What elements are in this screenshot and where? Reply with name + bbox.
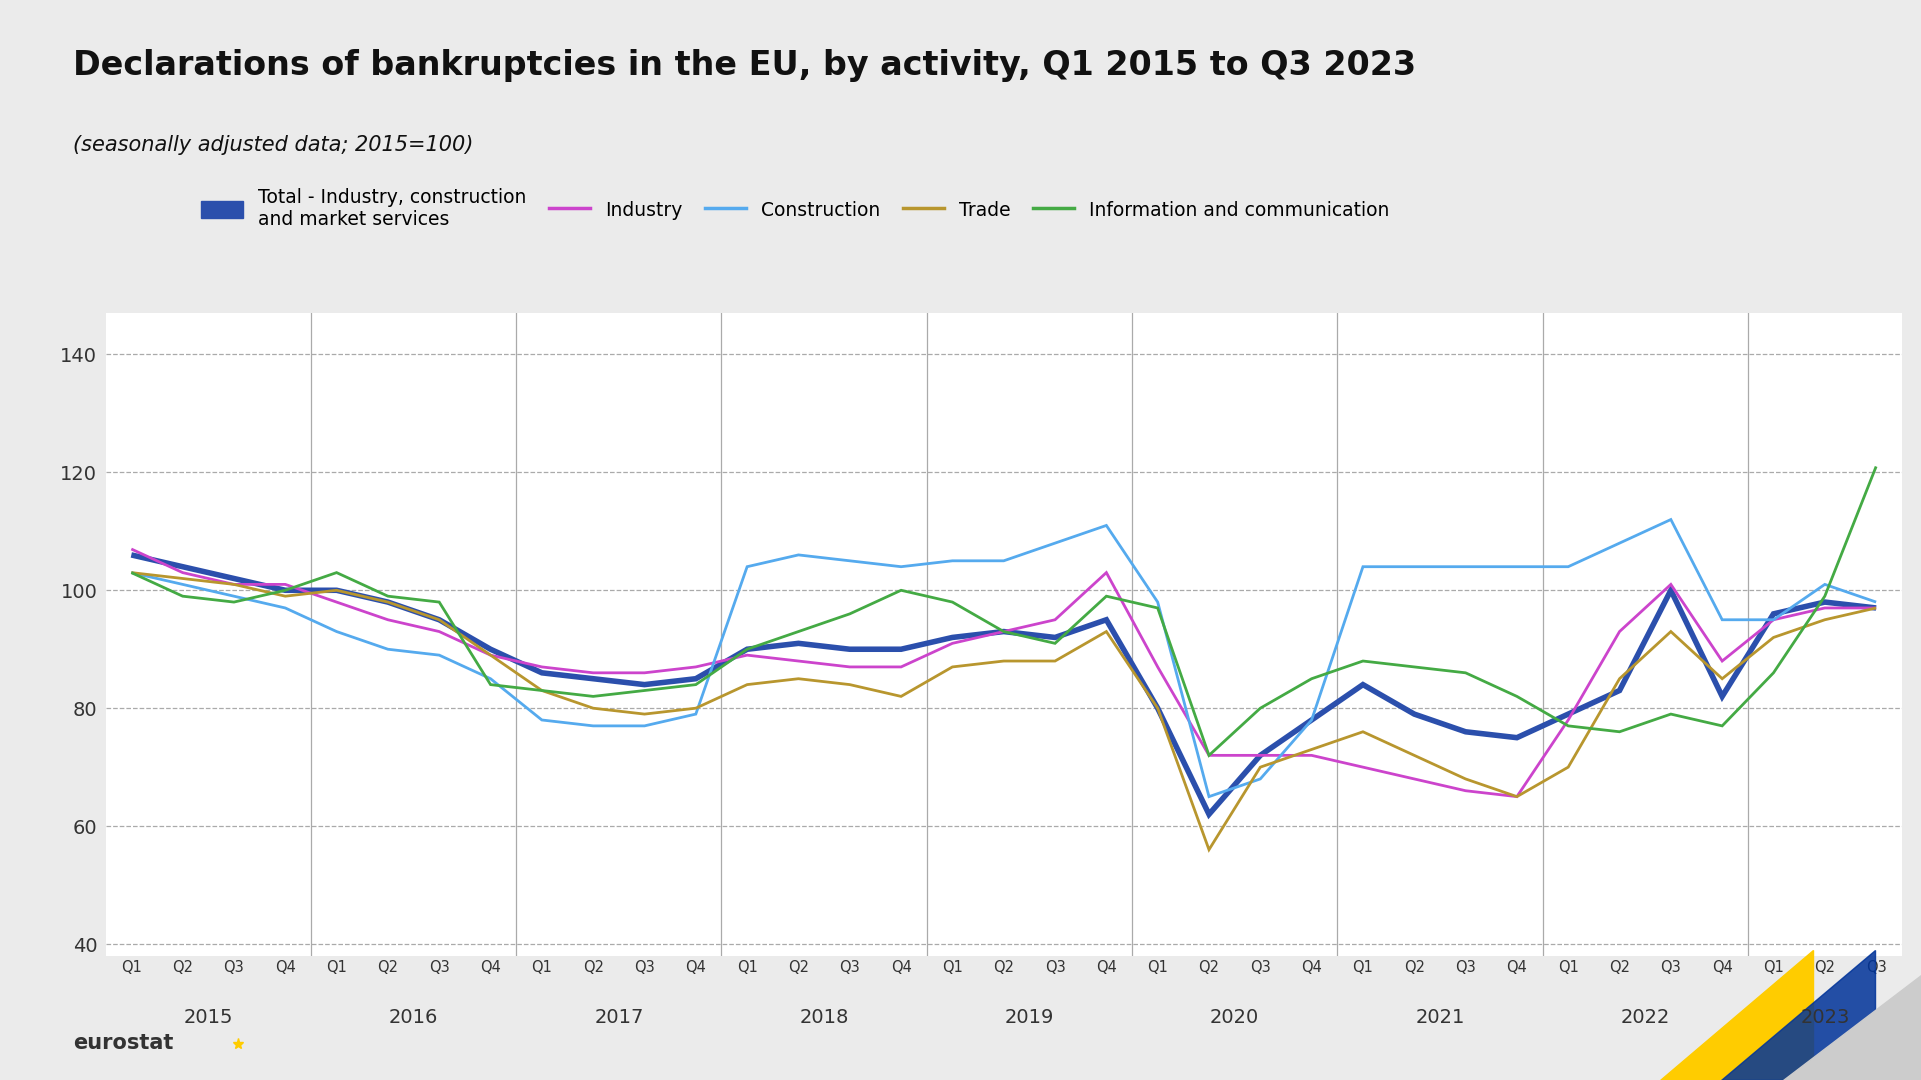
Legend: Total - Industry, construction
and market services, Industry, Construction, Trad: Total - Industry, construction and marke… (202, 188, 1389, 229)
Text: 2023: 2023 (1800, 1008, 1850, 1027)
Polygon shape (1783, 974, 1921, 1080)
Text: (seasonally adjusted data; 2015=100): (seasonally adjusted data; 2015=100) (73, 135, 473, 156)
Text: 2020: 2020 (1210, 1008, 1260, 1027)
Text: 2019: 2019 (1005, 1008, 1055, 1027)
Text: 2018: 2018 (799, 1008, 849, 1027)
Polygon shape (1660, 950, 1813, 1080)
Text: 2021: 2021 (1416, 1008, 1464, 1027)
Polygon shape (1721, 950, 1875, 1080)
Text: 2015: 2015 (184, 1008, 232, 1027)
Text: eurostat: eurostat (73, 1032, 173, 1053)
Text: Declarations of bankruptcies in the EU, by activity, Q1 2015 to Q3 2023: Declarations of bankruptcies in the EU, … (73, 49, 1416, 82)
Text: 2016: 2016 (388, 1008, 438, 1027)
Text: 2017: 2017 (594, 1008, 644, 1027)
Text: 2022: 2022 (1621, 1008, 1669, 1027)
